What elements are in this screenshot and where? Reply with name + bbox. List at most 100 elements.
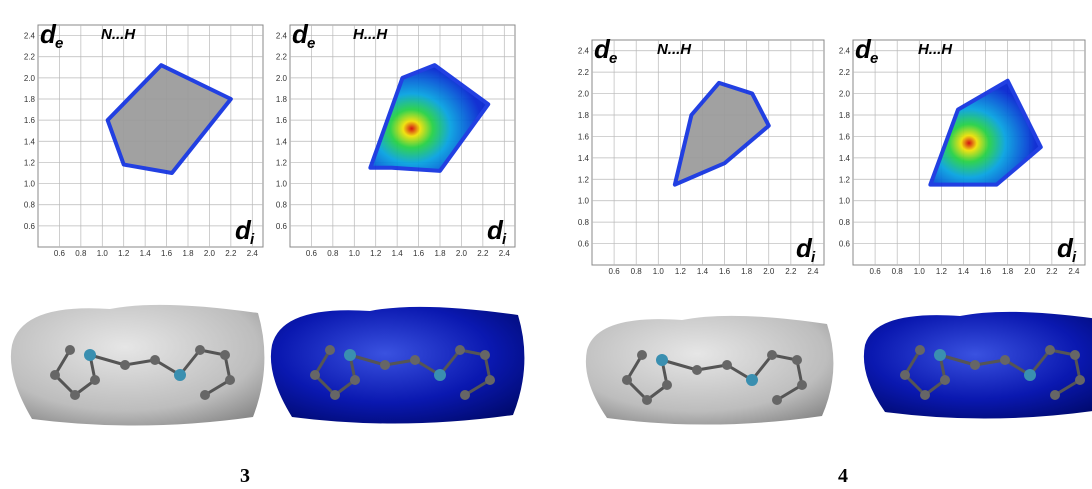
y-tick-label: 1.2 — [276, 158, 288, 167]
x-tick-label: 0.6 — [870, 267, 882, 276]
x-tick-label: 2.2 — [1046, 267, 1058, 276]
y-tick-label: 0.8 — [839, 218, 851, 227]
plot-title: N...H — [101, 26, 136, 43]
x-tick-label: 2.0 — [456, 249, 468, 258]
atom — [310, 370, 320, 380]
atom — [1050, 390, 1060, 400]
y-tick-label: 0.6 — [578, 240, 590, 249]
y-tick-label: 1.0 — [578, 197, 590, 206]
bond — [384, 358, 416, 367]
y-tick-label: 0.6 — [24, 222, 36, 231]
atom — [900, 370, 910, 380]
de-subscript: e — [55, 35, 63, 52]
atom — [50, 370, 60, 380]
de-symbol: d — [855, 34, 872, 64]
atom — [225, 375, 235, 385]
y-tick-label: 2.2 — [839, 68, 851, 77]
y-tick-label: 1.8 — [578, 111, 590, 120]
atom — [920, 390, 930, 400]
x-tick-label: 0.8 — [631, 267, 643, 276]
x-tick-label: 0.6 — [609, 267, 621, 276]
atom — [485, 375, 495, 385]
x-tick-label: 1.6 — [719, 267, 731, 276]
atom — [220, 350, 230, 360]
x-tick-label: 2.4 — [247, 249, 259, 258]
atom — [344, 349, 356, 361]
y-tick-label: 1.0 — [839, 197, 851, 206]
y-tick-label: 0.8 — [578, 218, 590, 227]
y-tick-label: 1.6 — [839, 132, 851, 141]
bond — [661, 358, 698, 372]
atom — [410, 355, 420, 365]
atom — [1024, 369, 1036, 381]
y-tick-label: 2.0 — [578, 90, 590, 99]
y-tick-label: 2.2 — [24, 53, 36, 62]
x-tick-label: 1.2 — [118, 249, 130, 258]
x-tick-label: 2.4 — [807, 267, 819, 276]
y-tick-label: 2.4 — [276, 32, 288, 41]
x-tick-label: 1.4 — [140, 249, 152, 258]
y-tick-label: 0.8 — [276, 201, 288, 210]
atom — [797, 380, 807, 390]
x-tick-label: 0.8 — [75, 249, 87, 258]
y-tick-label: 0.6 — [276, 222, 288, 231]
di-subscript: i — [811, 249, 816, 266]
x-tick-label: 2.0 — [763, 267, 775, 276]
de-subscript: e — [307, 35, 315, 52]
y-tick-label: 1.0 — [24, 180, 36, 189]
bond — [124, 358, 156, 367]
y-tick-label: 1.4 — [24, 137, 36, 146]
y-tick-label: 1.4 — [578, 154, 590, 163]
di-subscript: i — [502, 231, 507, 248]
atom — [330, 390, 340, 400]
x-tick-label: 1.0 — [653, 267, 665, 276]
atom — [460, 390, 470, 400]
fingerprint-region — [672, 80, 771, 187]
x-tick-label: 2.0 — [1024, 267, 1036, 276]
x-tick-label: 1.4 — [392, 249, 404, 258]
x-tick-label: 1.2 — [370, 249, 382, 258]
di-subscript: i — [1072, 249, 1077, 266]
atom — [195, 345, 205, 355]
atom — [434, 369, 446, 381]
atom — [350, 375, 360, 385]
atom — [200, 390, 210, 400]
atom — [767, 350, 777, 360]
di-subscript: i — [250, 231, 255, 248]
x-tick-label: 0.6 — [54, 249, 66, 258]
x-tick-label: 1.0 — [914, 267, 926, 276]
x-tick-label: 0.8 — [327, 249, 339, 258]
de-symbol: d — [292, 19, 309, 49]
x-tick-label: 1.0 — [97, 249, 109, 258]
x-tick-label: 1.2 — [936, 267, 948, 276]
y-tick-label: 1.8 — [24, 95, 36, 104]
atom — [1045, 345, 1055, 355]
atom — [792, 355, 802, 365]
x-tick-label: 0.6 — [306, 249, 318, 258]
de-symbol: d — [40, 19, 57, 49]
atom — [120, 360, 130, 370]
y-tick-label: 1.4 — [839, 154, 851, 163]
atom — [637, 350, 647, 360]
bond — [974, 358, 1006, 367]
bond — [349, 353, 386, 367]
atom — [1075, 375, 1085, 385]
x-tick-label: 2.4 — [499, 249, 511, 258]
atom — [772, 395, 782, 405]
fingerprint-region — [105, 63, 233, 175]
y-tick-label: 1.0 — [276, 180, 288, 189]
atom — [692, 365, 702, 375]
x-tick-label: 1.6 — [413, 249, 425, 258]
x-tick-label: 2.2 — [785, 267, 797, 276]
x-tick-label: 2.0 — [204, 249, 216, 258]
atom — [1070, 350, 1080, 360]
y-tick-label: 2.2 — [276, 53, 288, 62]
di-symbol: d — [487, 215, 504, 245]
y-tick-label: 1.2 — [24, 158, 36, 167]
x-tick-label: 2.2 — [225, 249, 237, 258]
atom — [622, 375, 632, 385]
atom — [455, 345, 465, 355]
compound-label: 3 — [240, 465, 250, 487]
bond — [939, 353, 976, 367]
